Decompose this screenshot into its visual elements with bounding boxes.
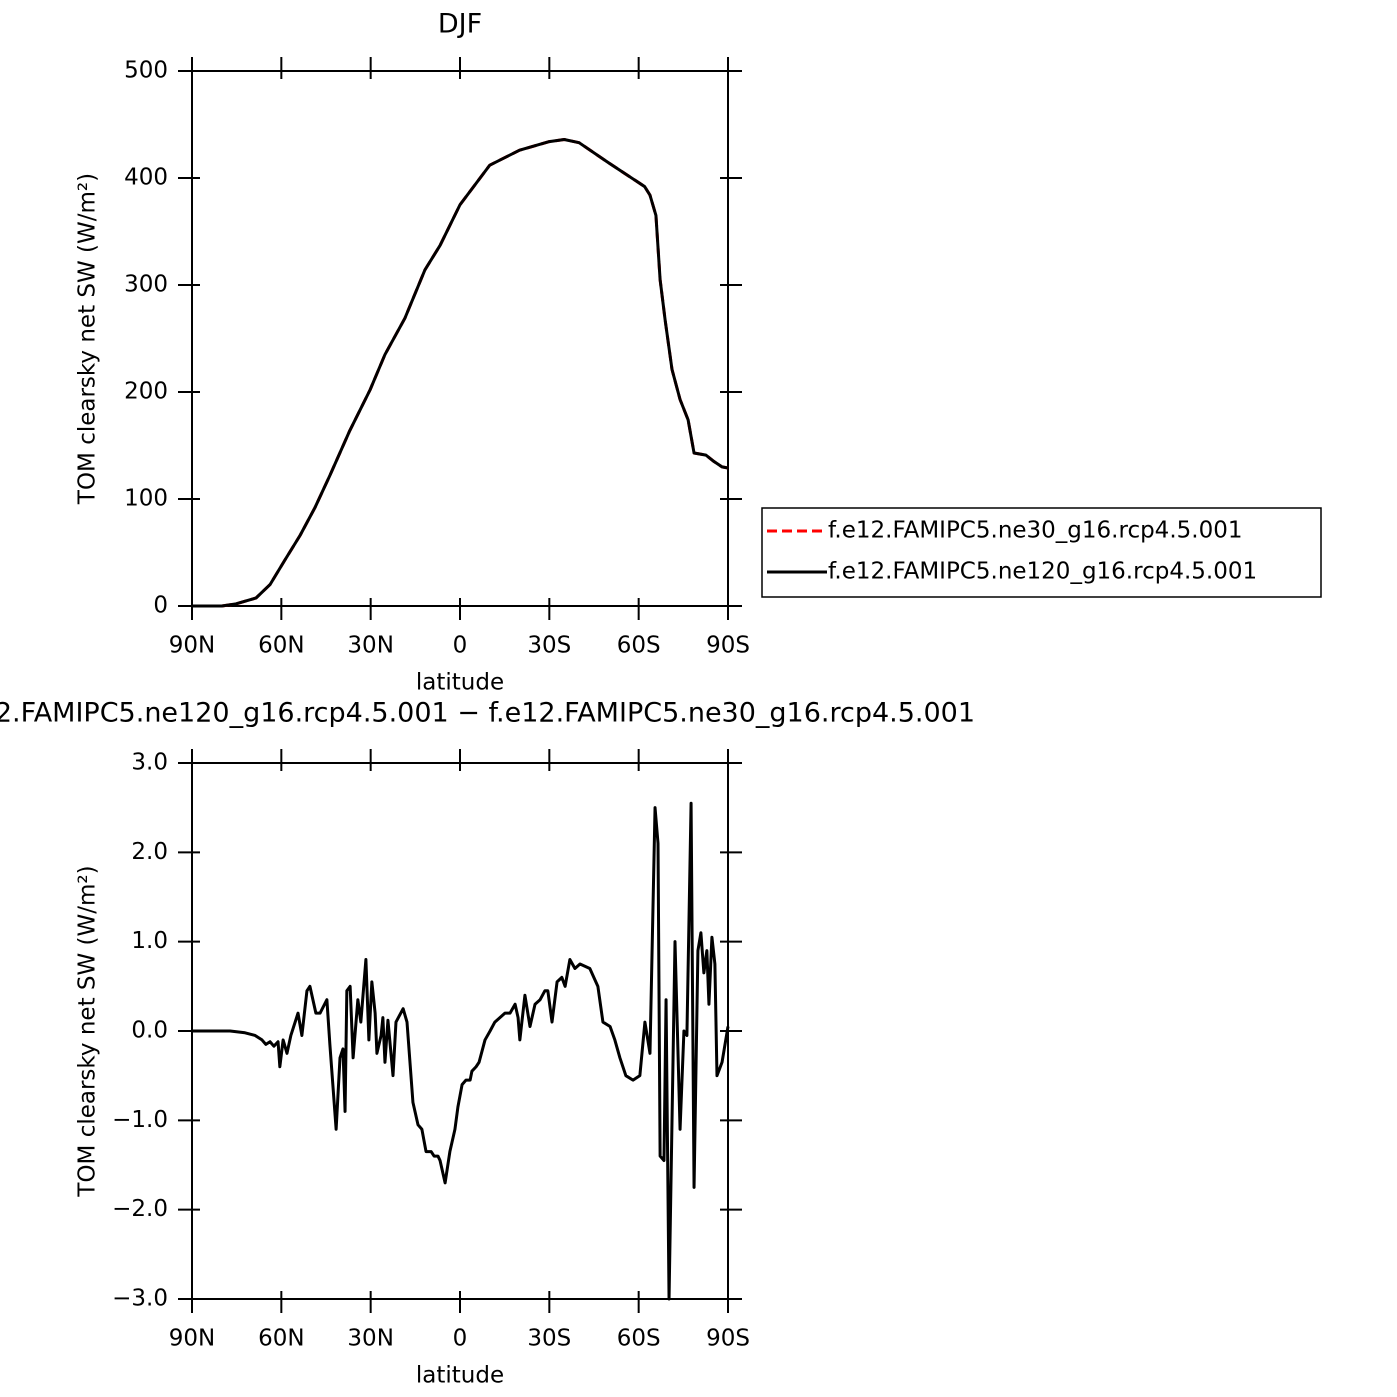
data-line <box>192 801 730 1301</box>
y-tick-label: 3.0 <box>131 750 168 776</box>
y-tick-label: 0.0 <box>131 1018 168 1044</box>
x-tick-label: 60N <box>258 633 304 659</box>
x-axis-label: latitude <box>416 1363 504 1389</box>
y-tick-label: 2.0 <box>131 839 168 865</box>
plot-frame <box>191 70 729 607</box>
x-tick-label: 60S <box>617 1326 661 1352</box>
x-tick-label: 90S <box>706 1326 750 1352</box>
chart-title: f.e12.FAMIPC5.ne120_g16.rcp4.5.001 − f.e… <box>0 698 975 729</box>
y-tick-label: −3.0 <box>112 1286 168 1312</box>
legend-label: f.e12.FAMIPC5.ne30_g16.rcp4.5.001 <box>828 518 1242 544</box>
legend-label: f.e12.FAMIPC5.ne120_g16.rcp4.5.001 <box>828 559 1257 585</box>
x-tick-label: 0 <box>453 1326 468 1352</box>
y-tick-label: 200 <box>124 379 168 405</box>
x-tick-label: 30S <box>527 633 571 659</box>
data-line <box>192 137 729 608</box>
data-line <box>192 137 729 608</box>
y-tick-label: 300 <box>124 272 168 298</box>
x-axis-label: latitude <box>416 670 504 696</box>
x-tick-label: 90N <box>169 1326 215 1352</box>
y-tick-label: 1.0 <box>131 928 168 954</box>
y-tick-label: 500 <box>124 58 168 84</box>
y-tick-label: −2.0 <box>112 1196 168 1222</box>
y-tick-label: 400 <box>124 165 168 191</box>
x-tick-label: 60N <box>258 1326 304 1352</box>
x-tick-label: 60S <box>617 633 661 659</box>
y-tick-label: 0 <box>153 593 168 619</box>
x-tick-label: 90S <box>706 633 750 659</box>
x-tick-label: 0 <box>453 633 468 659</box>
x-tick-label: 30S <box>527 1326 571 1352</box>
y-tick-label: −1.0 <box>112 1107 168 1133</box>
legend-box <box>761 507 1322 598</box>
chart-title: DJF <box>438 9 482 40</box>
y-axis-label: TOM clearsky net SW (W/m²) <box>75 865 101 1197</box>
x-tick-label: 30N <box>347 633 393 659</box>
y-tick-label: 100 <box>124 486 168 512</box>
y-axis-label: TOM clearsky net SW (W/m²) <box>75 173 101 505</box>
x-tick-label: 90N <box>169 633 215 659</box>
x-tick-label: 30N <box>347 1326 393 1352</box>
